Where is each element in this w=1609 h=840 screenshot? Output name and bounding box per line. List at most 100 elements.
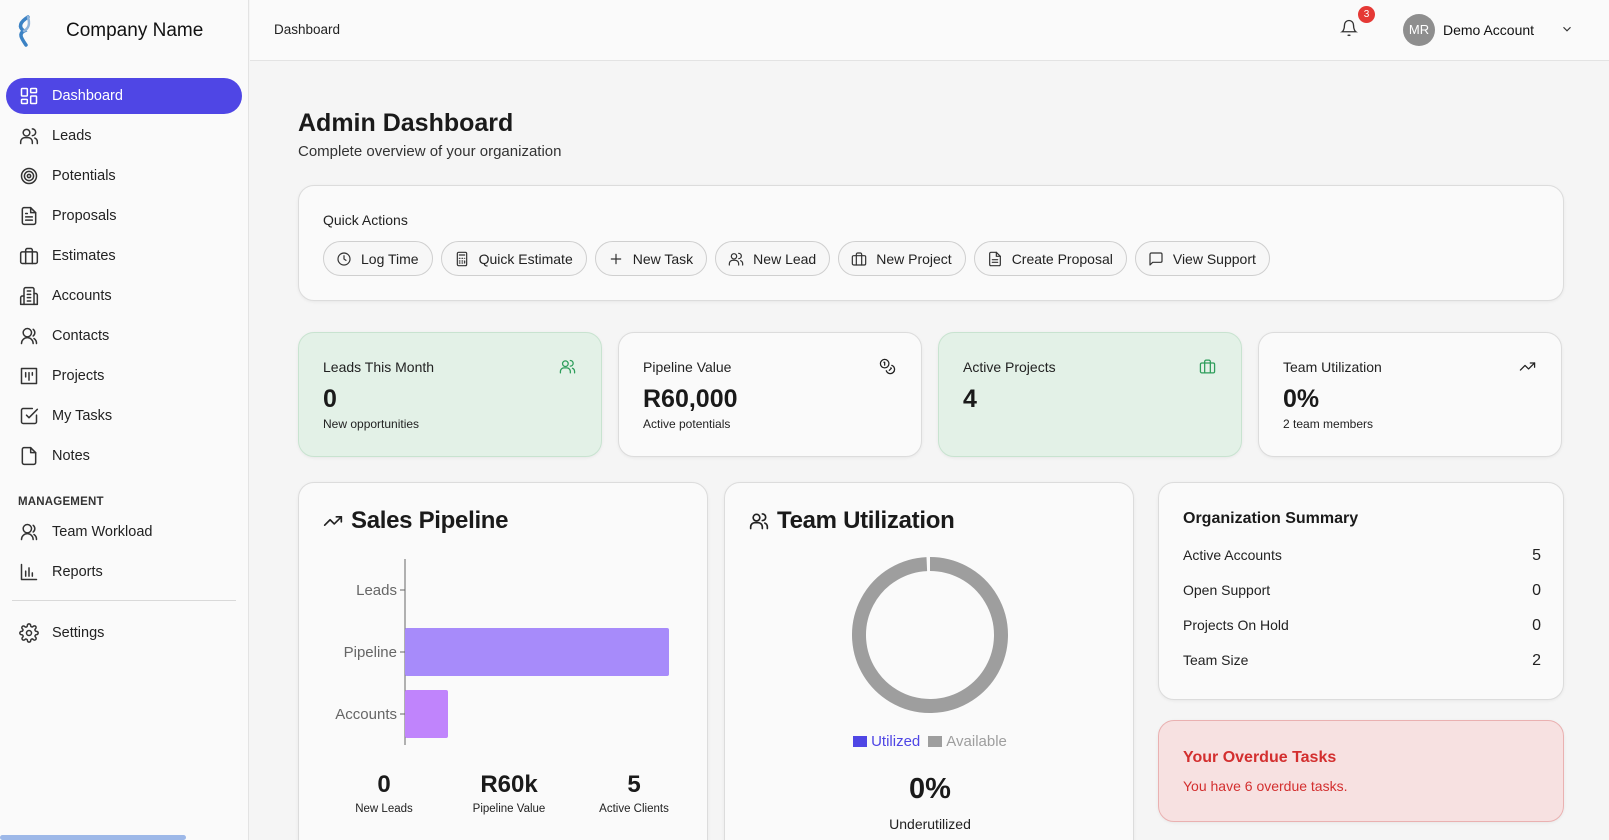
document-icon (18, 205, 40, 227)
button-label: New Lead (753, 250, 817, 267)
sidebar-item-label: Estimates (52, 248, 116, 264)
sidebar-item-label: Settings (52, 625, 105, 641)
stat-card-leads[interactable]: Leads This Month 0 New opportunities (298, 332, 602, 457)
bar-chart-icon (18, 561, 40, 583)
chevron-down-icon (1563, 26, 1571, 32)
avatar[interactable]: MR (1403, 14, 1435, 46)
sidebar-item-label: Team Workload (52, 524, 153, 540)
pipeline-stat-pipeline-value: R60k Pipeline Value (449, 771, 569, 815)
briefcase-icon (851, 251, 867, 266)
overdue-title: Your Overdue Tasks (1183, 749, 1337, 766)
team-utilization-title: Team Utilization (749, 507, 955, 535)
quick-estimate-button[interactable]: Quick Estimate (440, 241, 587, 276)
sidebar-item-leads[interactable]: Leads (6, 118, 242, 154)
stat-subtext: Active potentials (643, 417, 731, 431)
sidebar-item-team-workload[interactable]: Team Workload (6, 514, 242, 550)
chart-bar-pipeline[interactable] (405, 628, 669, 676)
target-icon (18, 165, 40, 187)
chart-bar-accounts[interactable] (405, 690, 448, 738)
view-support-button[interactable]: View Support (1134, 241, 1270, 276)
stat-label: Team Utilization (1283, 359, 1382, 375)
sidebar-item-contacts[interactable]: Contacts (6, 318, 242, 354)
overdue-tasks-card[interactable]: Your Overdue Tasks You have 6 overdue ta… (1158, 720, 1564, 822)
overdue-text: You have 6 overdue tasks. (1183, 778, 1348, 794)
breadcrumb[interactable]: Dashboard (274, 22, 341, 37)
projects-icon (18, 365, 40, 387)
users-icon (749, 513, 769, 530)
sidebar-divider (12, 600, 236, 601)
page-subtitle: Complete overview of your organization (298, 143, 562, 160)
chart-category-label: Leads (356, 582, 397, 599)
pipeline-stat-value: 5 (627, 771, 641, 798)
page-title: Admin Dashboard (298, 109, 514, 137)
stat-value: 4 (963, 385, 977, 413)
legend-item-available[interactable]: Available (928, 733, 1007, 750)
sidebar-item-potentials[interactable]: Potentials (6, 158, 242, 194)
sidebar-item-my-tasks[interactable]: My Tasks (6, 398, 242, 434)
stat-value: 0 (323, 385, 337, 413)
utilization-status: Underutilized (889, 816, 971, 832)
sidebar-item-estimates[interactable]: Estimates (6, 238, 242, 274)
org-row-value: 0 (1532, 582, 1541, 599)
account-menu-button[interactable] (1560, 22, 1576, 38)
clock-icon (337, 251, 351, 266)
document-icon (988, 251, 1001, 266)
account-name[interactable]: Demo Account (1443, 22, 1535, 38)
org-row-projects-on-hold: Projects On Hold 0 (1183, 617, 1541, 635)
chart-category-label: Accounts (335, 706, 397, 723)
org-row-label: Team Size (1183, 652, 1249, 668)
legend-item-utilized[interactable]: Utilized (853, 733, 920, 750)
sidebar-item-notes[interactable]: Notes (6, 438, 242, 474)
sidebar-item-settings[interactable]: Settings (6, 615, 242, 651)
stat-card-pipeline-value[interactable]: Pipeline Value R60,000 Active potentials (618, 332, 922, 457)
sidebar: Company Name Dashboard Leads Potentials … (0, 0, 249, 840)
sidebar-item-proposals[interactable]: Proposals (6, 198, 242, 234)
pipeline-stats: 0 New Leads R60k Pipeline Value 5 Active… (324, 771, 694, 815)
utilization-value: 0% (909, 773, 951, 805)
bell-icon (1340, 19, 1358, 37)
sidebar-item-label: My Tasks (52, 408, 113, 424)
donut-slice-available[interactable] (852, 557, 1008, 713)
note-icon (18, 445, 40, 467)
sidebar-nav: Dashboard Leads Potentials Proposals Est… (0, 62, 248, 651)
briefcase-icon (18, 245, 40, 267)
pipeline-stat-label: Active Clients (599, 803, 669, 815)
notification-badge: 3 (1358, 6, 1375, 23)
org-row-team-size: Team Size 2 (1183, 652, 1541, 670)
stat-label: Pipeline Value (643, 359, 732, 375)
utilization-legend: Utilized Available (725, 733, 1135, 750)
sidebar-item-reports[interactable]: Reports (6, 554, 242, 590)
new-task-button[interactable]: New Task (594, 241, 708, 276)
stat-card-active-projects[interactable]: Active Projects 4 (938, 332, 1242, 457)
pipeline-stat-active-clients: 5 Active Clients (574, 771, 694, 815)
sidebar-item-projects[interactable]: Projects (6, 358, 242, 394)
sales-pipeline-card: Sales Pipeline Leads Pipeline Accounts 0 N… (298, 482, 708, 840)
plus-icon (610, 253, 622, 264)
legend-label: Available (946, 733, 1007, 750)
sidebar-item-label: Proposals (52, 208, 117, 224)
sidebar-scrollbar[interactable] (0, 835, 186, 840)
sales-pipeline-chart: Leads Pipeline Accounts (335, 559, 669, 745)
log-time-button[interactable]: Log Time (323, 241, 433, 276)
org-row-label: Open Support (1183, 582, 1271, 598)
stat-subtext: New opportunities (323, 417, 420, 431)
notifications-button[interactable] (1340, 19, 1362, 41)
brand[interactable]: Company Name (0, 0, 248, 62)
pipeline-stat-label: New Leads (355, 803, 413, 815)
message-icon (1149, 251, 1163, 266)
contacts-icon (18, 325, 40, 347)
card-title-text: Team Utilization (777, 507, 955, 534)
sidebar-item-accounts[interactable]: Accounts (6, 278, 242, 314)
pipeline-stat-label: Pipeline Value (472, 803, 546, 815)
new-lead-button[interactable]: New Lead (715, 241, 831, 276)
stat-label: Active Projects (963, 359, 1056, 375)
create-proposal-button[interactable]: Create Proposal (973, 241, 1127, 276)
new-project-button[interactable]: New Project (838, 241, 966, 276)
sidebar-item-dashboard[interactable]: Dashboard (6, 78, 242, 114)
stat-card-team-utilization[interactable]: Team Utilization 0% 2 team members (1258, 332, 1562, 457)
sidebar-item-label: Reports (52, 564, 103, 580)
sidebar-item-label: Leads (52, 128, 92, 144)
org-row-active-accounts: Active Accounts 5 (1183, 547, 1541, 565)
pipeline-stat-new-leads: 0 New Leads (324, 771, 444, 815)
trending-up-icon (323, 516, 343, 526)
